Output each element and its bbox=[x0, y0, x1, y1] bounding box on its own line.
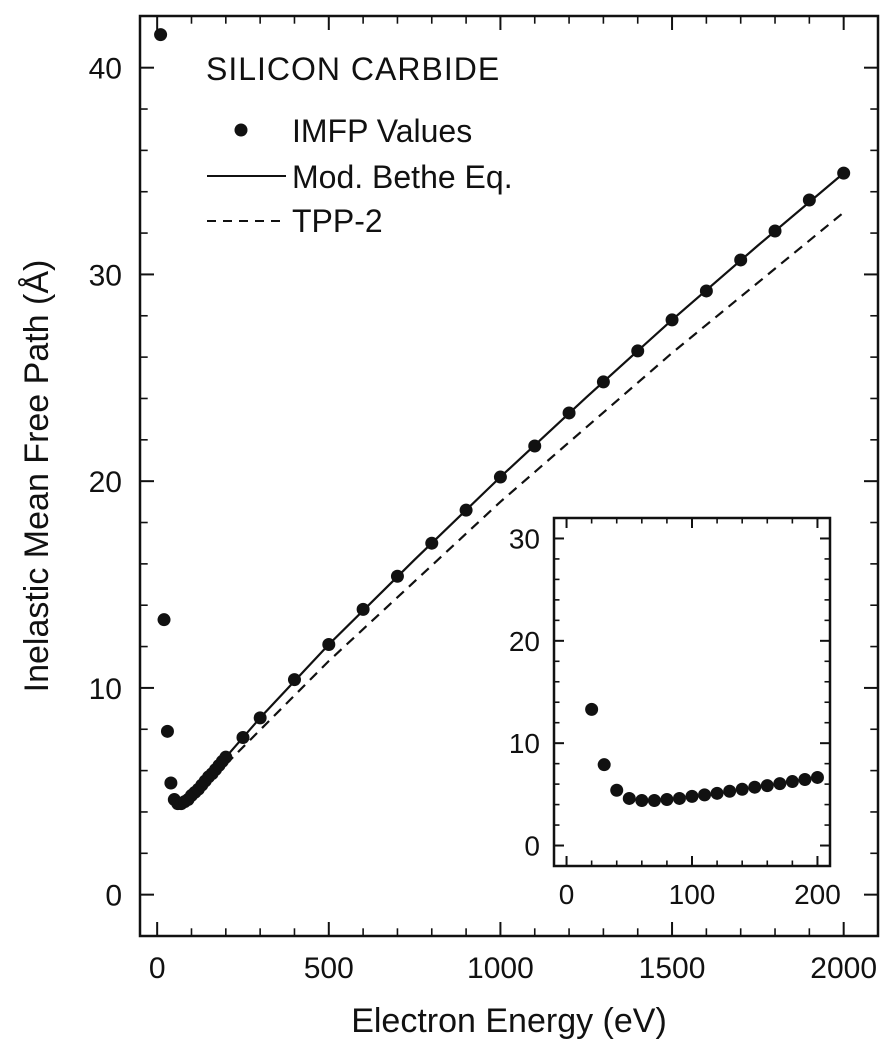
inset-series-points bbox=[585, 702, 824, 807]
inset-x-tick-label: 0 bbox=[559, 879, 575, 910]
inset-data-point bbox=[785, 775, 799, 789]
main-data-point bbox=[356, 602, 370, 616]
main-x-tick-label: 500 bbox=[304, 952, 354, 985]
main-data-point bbox=[390, 569, 404, 583]
inset-data-point bbox=[647, 793, 661, 807]
main-x-tick-label: 1500 bbox=[639, 952, 706, 985]
main-data-point bbox=[768, 224, 782, 238]
y-axis-title: Inelastic Mean Free Path (Å) bbox=[18, 260, 56, 693]
inset-data-point bbox=[685, 789, 699, 803]
main-data-point bbox=[562, 406, 576, 420]
inset-data-point bbox=[660, 792, 674, 806]
inset-data-point bbox=[773, 777, 787, 791]
x-axis-title: Electron Energy (eV) bbox=[351, 1002, 667, 1040]
inset-data-point bbox=[723, 784, 737, 798]
main-data-point bbox=[160, 724, 174, 738]
main-series-points bbox=[154, 28, 851, 811]
inset-data-point bbox=[760, 779, 774, 793]
inset-x-tick-label: 200 bbox=[794, 879, 841, 910]
inset-data-point bbox=[635, 793, 649, 807]
main-data-point bbox=[802, 193, 816, 207]
inset-y-tick-label: 10 bbox=[509, 728, 540, 759]
inset-y-tick-label: 20 bbox=[509, 626, 540, 657]
main-data-point bbox=[596, 375, 610, 389]
legend-label-imfp: IMFP Values bbox=[292, 113, 472, 149]
main-y-tick-label: 0 bbox=[105, 880, 122, 913]
legend-label-bethe: Mod. Bethe Eq. bbox=[292, 159, 513, 195]
inset-data-point bbox=[610, 783, 624, 797]
main-y-tick-label: 30 bbox=[89, 259, 122, 292]
main-data-point bbox=[837, 166, 851, 180]
main-data-point bbox=[699, 284, 713, 298]
main-x-tick-label: 0 bbox=[149, 952, 166, 985]
inset-y-tick-label: 30 bbox=[509, 523, 540, 554]
main-data-point bbox=[425, 536, 439, 550]
main-data-point bbox=[322, 637, 336, 651]
main-data-point bbox=[164, 776, 178, 790]
inset-plot-frame bbox=[552, 516, 832, 868]
inset-data-point bbox=[585, 702, 599, 716]
legend-label-tpp2: TPP-2 bbox=[292, 203, 383, 239]
inset-data-point bbox=[710, 786, 724, 800]
inset-axis-ticks bbox=[554, 518, 830, 866]
chart-title: SILICON CARBIDE bbox=[206, 51, 500, 87]
main-data-point bbox=[154, 28, 168, 42]
inset-axis-tick-labels: 0 100 200 0 10 20 30 bbox=[509, 523, 841, 910]
main-data-point bbox=[734, 253, 748, 267]
inset-data-point bbox=[810, 770, 824, 784]
main-x-tick-label: 2000 bbox=[810, 952, 877, 985]
main-data-point bbox=[219, 750, 233, 764]
inset-data-point bbox=[672, 791, 686, 805]
main-data-point bbox=[665, 313, 679, 327]
main-data-point bbox=[493, 470, 507, 484]
inset-x-tick-label: 100 bbox=[669, 879, 716, 910]
main-data-point bbox=[253, 711, 267, 725]
main-y-tick-label: 10 bbox=[89, 673, 122, 706]
main-data-point bbox=[157, 613, 171, 627]
main-data-point bbox=[631, 344, 645, 358]
inset-data-point bbox=[597, 758, 611, 772]
main-data-point bbox=[459, 503, 473, 517]
main-data-point bbox=[528, 439, 542, 453]
main-data-point bbox=[236, 731, 250, 745]
inset-data-point bbox=[748, 780, 762, 794]
main-plot-frame bbox=[138, 14, 880, 938]
legend: IMFP Values Mod. Bethe Eq. TPP-2 bbox=[207, 113, 513, 239]
inset-data-point bbox=[798, 773, 812, 787]
inset-data-point bbox=[622, 791, 636, 805]
main-y-tick-label: 20 bbox=[89, 466, 122, 499]
main-data-point bbox=[287, 673, 301, 687]
main-y-tick-label: 40 bbox=[89, 53, 122, 86]
inset-data-point bbox=[735, 782, 749, 796]
main-x-tick-label: 1000 bbox=[467, 952, 534, 985]
main-axis-ticks bbox=[140, 16, 878, 936]
inset-y-tick-label: 0 bbox=[524, 831, 540, 862]
inset-plot: 0 100 200 0 10 20 30 bbox=[509, 516, 841, 910]
inset-data-point bbox=[698, 788, 712, 802]
legend-marker-imfp bbox=[234, 123, 248, 137]
